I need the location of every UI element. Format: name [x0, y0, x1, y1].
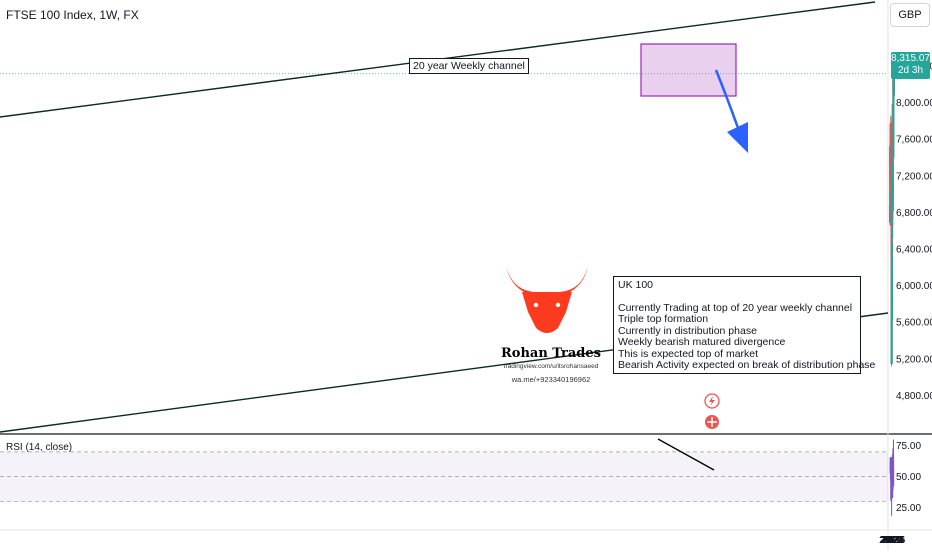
- bar-countdown: 2d 3h: [897, 65, 924, 76]
- brand-contact: wa.me/+923340196962: [511, 375, 591, 384]
- rsi-label: RSI (14, close): [6, 442, 73, 453]
- time-tick-label: 2020: [880, 535, 903, 546]
- note-line-5: This is expected top of market: [618, 347, 759, 360]
- candle-body: [890, 348, 893, 364]
- rsi-tick-label: 75.00: [896, 441, 921, 452]
- brand-url: tradingview.com/u/itsrohansaeed: [503, 363, 599, 370]
- candle-body: [890, 270, 893, 284]
- note-title: UK 100: [618, 279, 654, 291]
- note-line-4: Weekly bearish matured divergence: [618, 336, 786, 348]
- bearish-arrow-shaft: [714, 69, 740, 129]
- channel-label[interactable]: 20 year Weekly channel: [409, 58, 529, 74]
- rsi-tick-label: 25.00: [896, 503, 921, 514]
- chart-title: FTSE 100 Index, 1W, FX: [6, 8, 139, 22]
- candle-body: [890, 264, 894, 271]
- candle-body: [890, 247, 894, 253]
- bull-head: [522, 292, 572, 333]
- note-line-1: Currently Trading at top of 20 year week…: [618, 301, 853, 314]
- time-tick-label: 2025: [883, 535, 906, 546]
- price-tick-label: 7,600.00: [896, 135, 932, 146]
- candle-body: [890, 203, 894, 219]
- flag-icon-glyph: [707, 417, 717, 427]
- time-tick-label: 2024: [882, 535, 905, 546]
- price-tick-label: 5,600.00: [896, 318, 932, 329]
- candle-body: [891, 204, 894, 211]
- candles-group: [888, 59, 895, 367]
- rsi-divergence-line: [657, 438, 715, 471]
- candle-body: [892, 109, 895, 121]
- bull-eye-left: [533, 302, 539, 308]
- time-tick-label: 2017: [879, 535, 902, 546]
- time-tick-label: 2019: [880, 535, 903, 546]
- price-tick-label: 5,200.00: [896, 354, 932, 365]
- note-line-6: Bearish Activity expected on break of di…: [618, 359, 876, 371]
- candle: [891, 204, 894, 216]
- last-price-tag: 8,315.07 2d 3h: [891, 52, 930, 79]
- distribution-zone: [640, 43, 737, 97]
- time-tick-label: 2023: [882, 535, 905, 546]
- price-tick-label: 4,800.00: [896, 391, 932, 402]
- candle: [890, 289, 893, 319]
- rsi-tick-label: 50.00: [896, 472, 921, 483]
- brand-name: Rohan Trades: [500, 346, 601, 361]
- brand-watermark: Rohan Trades tradingview.com/u/itsrohans…: [498, 346, 604, 384]
- price-tick-label: 6,000.00: [896, 281, 932, 292]
- price-tick-label: 6,400.00: [896, 244, 932, 255]
- rsi-line: [889, 439, 895, 516]
- price-tick-label: 6,800.00: [896, 208, 932, 219]
- candle-body: [890, 324, 893, 333]
- time-tick-label: 2022: [881, 535, 904, 546]
- time-tick-label: 2026: [883, 535, 906, 546]
- price-tick-label: 8,000.00: [896, 98, 932, 109]
- last-price-value: 8,315.07: [891, 53, 930, 64]
- candle-body: [891, 167, 894, 177]
- bearish-arrow-head: [727, 122, 748, 153]
- time-tick-label: 2021: [881, 535, 904, 546]
- bull-eye-right: [555, 302, 561, 308]
- candle-body: [890, 290, 893, 313]
- candle-body: [891, 182, 894, 192]
- note-line-2: Triple top formation: [618, 313, 709, 325]
- lightning-icon-glyph: [709, 396, 715, 406]
- price-tick-label: 7,200.00: [896, 171, 932, 182]
- currency-button[interactable]: GBP: [890, 3, 930, 27]
- analysis-note-box[interactable]: UK 100 Currently Trading at top of 20 ye…: [613, 276, 876, 374]
- note-line-3: Currently in distribution phase: [618, 324, 757, 337]
- bull-horns: [506, 266, 588, 294]
- bull-logo: [506, 266, 588, 333]
- time-tick-label: 2018: [880, 535, 903, 546]
